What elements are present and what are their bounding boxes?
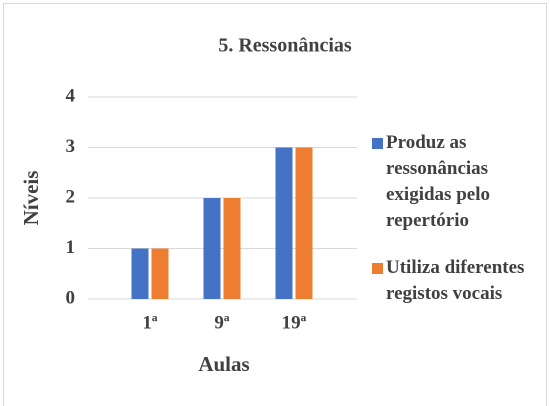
legend-swatch <box>372 263 383 274</box>
bar <box>223 198 241 299</box>
y-tick-label: 1 <box>66 237 76 258</box>
y-tick-label: 4 <box>66 85 76 106</box>
y-tick-label: 2 <box>66 186 76 207</box>
x-tick-label: 9ª <box>214 312 230 333</box>
y-tick-label: 0 <box>66 287 76 308</box>
x-tick-label: 19ª <box>282 312 307 333</box>
y-tick-label: 3 <box>66 136 76 157</box>
bar <box>295 147 313 299</box>
chart-title: 5. Ressonâncias <box>218 35 352 57</box>
legend-swatch <box>372 138 383 149</box>
bar <box>131 248 149 299</box>
legend-label: Utiliza diferentes registos vocais <box>386 257 525 304</box>
legend-label: Produz as ressonâncias exigidas pelo rep… <box>386 132 490 231</box>
legend-item: Utiliza diferentes registos vocais <box>372 255 538 307</box>
x-axis-label: Aulas <box>198 352 249 376</box>
bar <box>151 248 169 299</box>
chart-border <box>3 3 547 406</box>
x-tick-label: 1ª <box>142 312 158 333</box>
legend-item: Produz as ressonâncias exigidas pelo rep… <box>372 130 538 234</box>
bar <box>203 198 221 299</box>
bar <box>275 147 293 299</box>
y-axis-label: Níveis <box>19 171 43 226</box>
